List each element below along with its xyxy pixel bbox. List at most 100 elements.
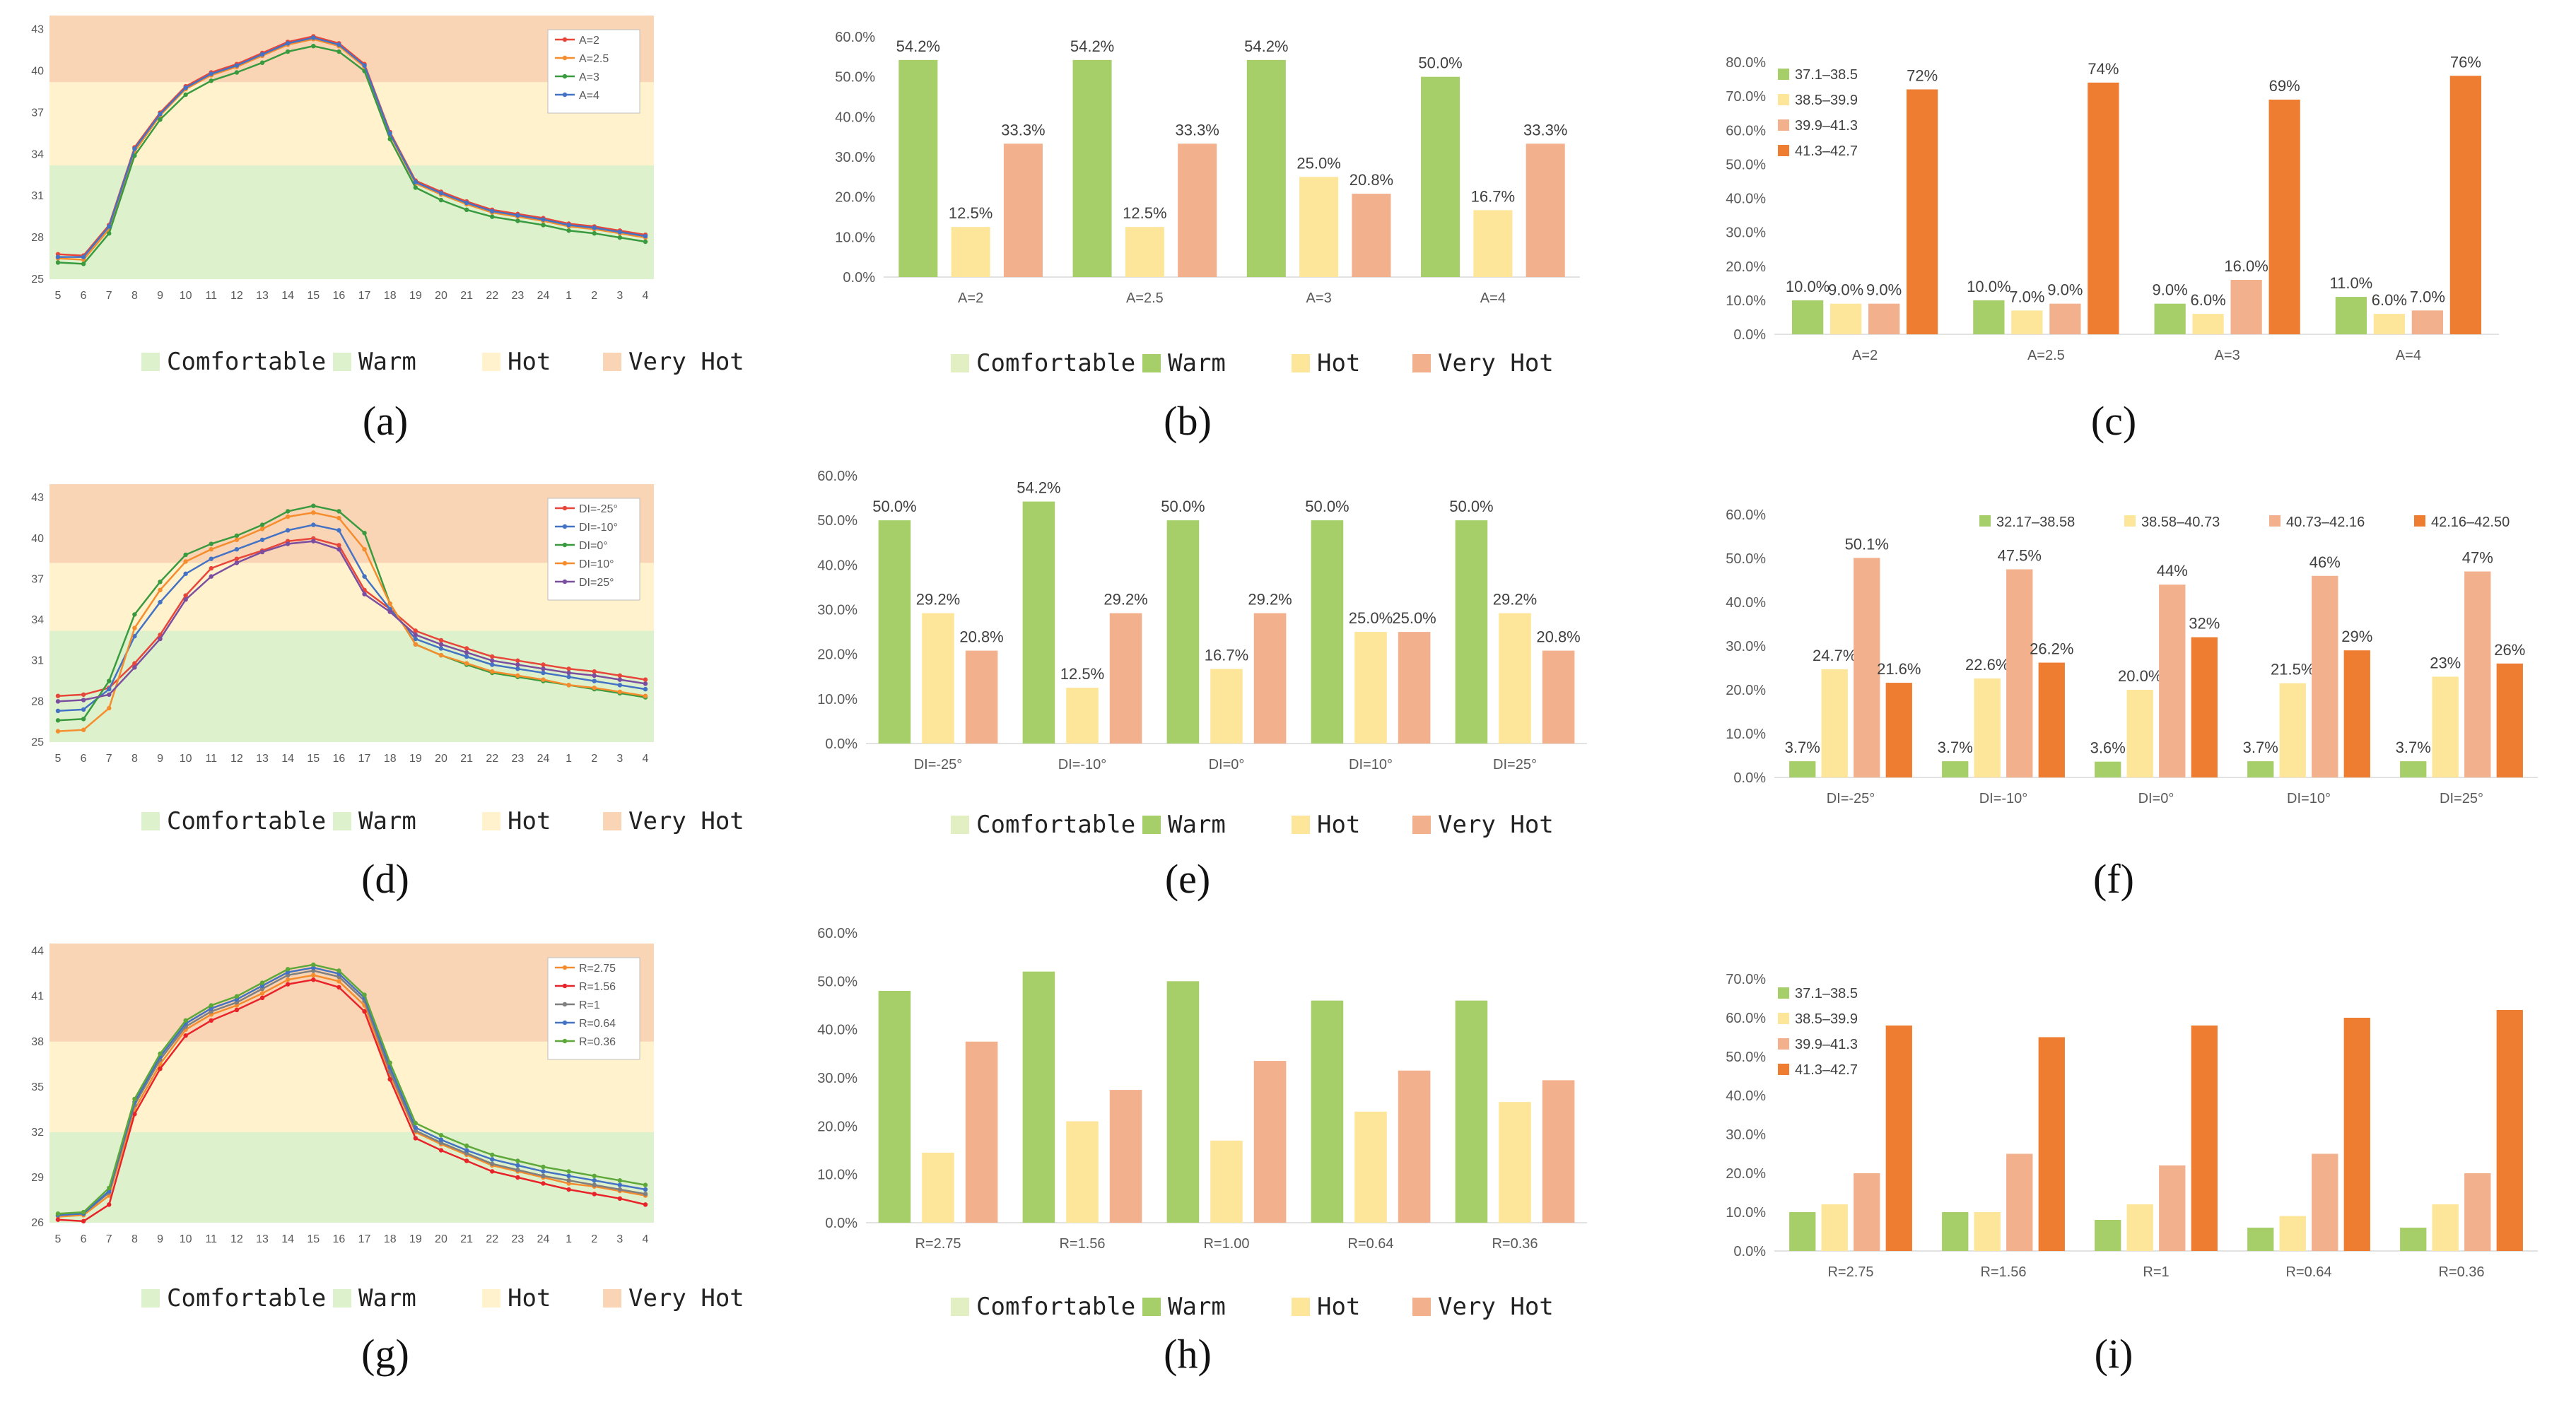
series-line-1: [57, 524, 646, 712]
x-tick-label: 6: [81, 1233, 87, 1245]
data-label: 29%: [2341, 628, 2372, 645]
caption-c: (c): [2091, 398, 2136, 444]
legend-swatch-very-hot: [1412, 354, 1431, 372]
data-point: [259, 995, 265, 1001]
data-point: [617, 1196, 623, 1202]
x-tick-label: 2: [591, 1233, 597, 1245]
series-line-1: [57, 978, 646, 1223]
data-point: [259, 991, 265, 996]
bar-0-1: [1821, 669, 1848, 777]
x-tick-label: R=1: [2143, 1264, 2169, 1280]
bar-0-1: [1821, 1204, 1848, 1251]
series-line-3: [58, 37, 646, 258]
x-tick-label: 21: [460, 290, 473, 302]
data-point: [107, 678, 112, 683]
data-label: 7.0%: [2410, 288, 2445, 305]
x-tick-label: R=0.36: [2438, 1264, 2484, 1280]
data-point: [81, 727, 86, 732]
bar-2-3: [2191, 637, 2218, 777]
data-point: [107, 686, 112, 692]
x-tick-label: 17: [358, 753, 371, 765]
x-tick-label: DI=-10°: [1979, 791, 2028, 806]
bar-1-1: [2011, 310, 2043, 334]
data-point: [209, 556, 213, 561]
legend-swatch-hot: [482, 1289, 500, 1308]
bar-4-1: [2432, 676, 2459, 777]
data-label: 54.2%: [1017, 479, 1060, 497]
x-tick-label: DI=0°: [2138, 791, 2174, 806]
bar-4-0: [1455, 520, 1488, 744]
data-point: [234, 994, 240, 999]
x-tick-label: A=2.5: [2027, 348, 2065, 363]
bar-1-0: [1022, 971, 1055, 1223]
x-tick-label: R=1.56: [1980, 1264, 2026, 1280]
data-point: [81, 262, 86, 266]
data-point: [362, 1009, 367, 1014]
bar-2-2: [2230, 280, 2262, 334]
x-tick-label: DI=10°: [2287, 791, 2331, 806]
data-point: [183, 593, 188, 598]
x-tick-label: 16: [333, 290, 346, 302]
bar-0-0: [898, 59, 938, 277]
data-point: [158, 580, 163, 584]
x-tick-label: 24: [537, 290, 550, 302]
data-point: [336, 979, 341, 984]
data-point: [259, 522, 265, 527]
legend-swatch-hot: [482, 812, 500, 830]
data-point: [541, 1169, 546, 1174]
data-point: [55, 1211, 61, 1216]
bin-legend-label: 41.3–42.7: [1795, 1062, 1858, 1078]
data-point: [55, 693, 61, 698]
data-label: 54.2%: [896, 37, 940, 55]
x-tick-label: 3: [616, 1233, 623, 1245]
y-tick-label: 30.0%: [817, 603, 857, 618]
x-tick-label: 12: [230, 753, 243, 765]
x-tick-label: 9: [157, 753, 163, 765]
legend-swatch-hot: [1292, 816, 1310, 834]
bar-0-2: [965, 650, 998, 744]
x-tick-label: 19: [409, 1233, 422, 1245]
data-label: 9.0%: [2153, 281, 2188, 299]
series-legend-marker: [562, 1001, 568, 1007]
legend-swatch-comfortable: [141, 812, 160, 830]
y-tick-label: 41: [31, 991, 44, 1003]
legend-swatch-very-hot: [1412, 816, 1431, 834]
data-point: [515, 1168, 520, 1173]
data-point: [643, 677, 648, 682]
data-point: [617, 1182, 623, 1187]
x-tick-label: 6: [81, 290, 87, 302]
series-legend-label: DI=-10°: [579, 522, 618, 534]
bar-1-2: [1178, 143, 1217, 277]
bin-legend-swatch: [1778, 1038, 1789, 1050]
bar-0-0: [878, 991, 911, 1223]
y-tick-label: 31: [31, 190, 44, 202]
y-tick-label: 60.0%: [817, 926, 857, 941]
data-point: [183, 597, 188, 602]
series-legend-marker: [562, 505, 568, 511]
bar-1-3: [2038, 1037, 2065, 1251]
x-tick-label: 11: [205, 1233, 217, 1245]
data-label: 10.0%: [1786, 278, 1829, 295]
y-tick-label: 25: [31, 274, 44, 286]
legend-swatch-very-hot: [1412, 1298, 1431, 1316]
data-label: 7.0%: [2009, 288, 2044, 305]
data-label: 6.0%: [2372, 291, 2407, 309]
series-legend-label: R=1.56: [579, 981, 616, 993]
y-tick-label: 60.0%: [1726, 123, 1766, 139]
legend-swatch-comfortable: [951, 1298, 969, 1316]
data-point: [413, 628, 418, 633]
caption-f: (f): [2093, 856, 2134, 902]
data-point: [234, 1007, 240, 1013]
data-point: [515, 666, 520, 671]
bar-3-0: [1311, 1000, 1344, 1223]
data-point: [464, 646, 469, 651]
x-tick-label: 19: [409, 753, 422, 765]
series-line-4: [57, 963, 646, 1215]
data-point: [132, 625, 137, 630]
data-point: [643, 1187, 648, 1192]
data-point: [387, 609, 392, 614]
x-tick-label: 23: [511, 1233, 524, 1245]
x-tick-label: DI=-10°: [1058, 757, 1107, 772]
x-tick-label: 8: [131, 1233, 138, 1245]
